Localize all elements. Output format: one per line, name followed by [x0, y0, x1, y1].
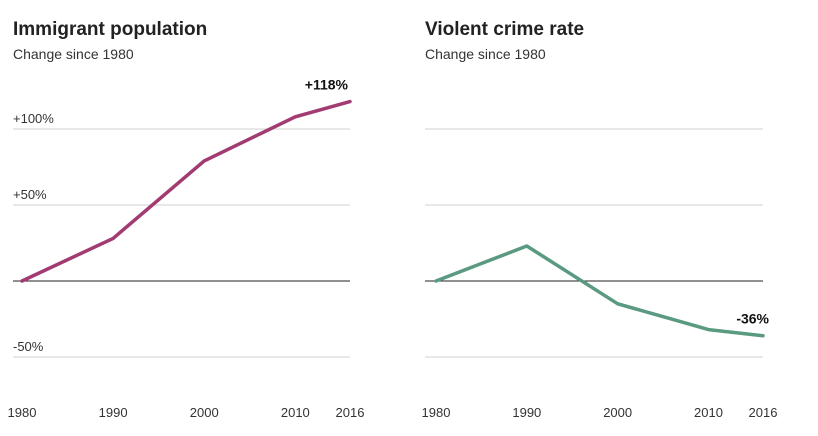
- chart-subtitle: Change since 1980: [13, 46, 134, 62]
- series-line: [434, 244, 765, 338]
- x-tick-label: 2010: [694, 405, 723, 420]
- violent-crime-chart: 1980 1990 2000 2010 2016 -36%: [422, 128, 778, 420]
- x-tick-label: 2000: [603, 405, 632, 420]
- x-tick-label: 1980: [422, 405, 451, 420]
- x-tick-label: 1990: [99, 405, 128, 420]
- series-line: [20, 99, 352, 283]
- x-tick-label: 2000: [190, 405, 219, 420]
- x-tick-label: 2016: [749, 405, 778, 420]
- x-tick-label: 1980: [8, 405, 37, 420]
- y-tick-label: +50%: [13, 187, 47, 202]
- y-tick-label: +100%: [13, 111, 54, 126]
- y-tick-label: -50%: [13, 339, 44, 354]
- chart-subtitle: Change since 1980: [425, 46, 546, 62]
- x-tick-label: 1990: [512, 405, 541, 420]
- chart-title: Violent crime rate: [425, 19, 585, 40]
- end-value-label: +118%: [305, 77, 349, 93]
- x-tick-label: 2010: [281, 405, 310, 420]
- x-tick-label: 2016: [336, 405, 365, 420]
- immigrant-population-chart: +100% +50% -50% 1980 1990 2000 2010 2016 +118%: [8, 77, 365, 420]
- immigrant-population-panel: Immigrant population Change since 1980 +…: [8, 19, 365, 420]
- chart-title: Immigrant population: [13, 19, 208, 40]
- violent-crime-panel: Violent crime rate Change since 1980 198…: [409, 0, 818, 436]
- end-value-label: -36%: [736, 311, 769, 327]
